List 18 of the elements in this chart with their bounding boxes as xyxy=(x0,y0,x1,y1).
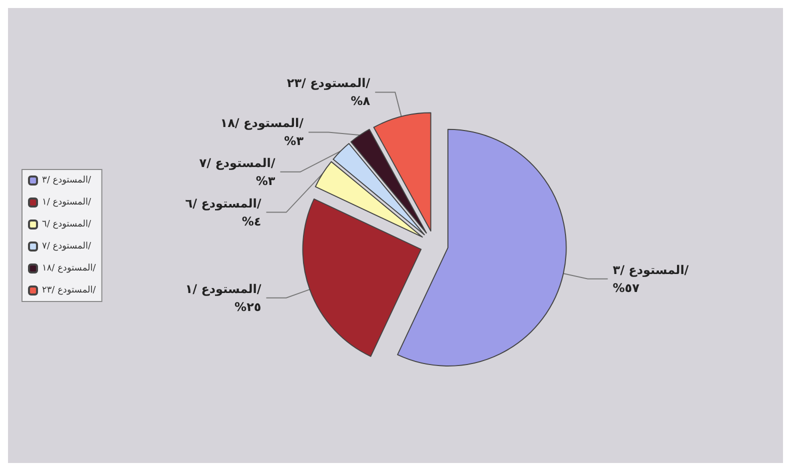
data-label: %٤ xyxy=(242,214,262,228)
legend-label: المستودع /١٨/ xyxy=(42,264,97,274)
slice-label: المستودع /١/ xyxy=(185,282,262,296)
legend-label: المستودع /١/ xyxy=(42,198,92,208)
data-label: %٣ xyxy=(256,174,276,188)
legend-label: المستودع /٢٣/ xyxy=(42,286,97,296)
slice-label: المستودع /٢٣/ xyxy=(286,76,371,90)
slice-label: المستودع /٦/ xyxy=(185,196,262,210)
slice-label: المستودع /١٨/ xyxy=(220,116,304,130)
data-label: %٢٥ xyxy=(234,300,262,314)
legend-label: المستودع /٦/ xyxy=(42,220,92,230)
legend-label: المستودع /٣/ xyxy=(42,176,92,186)
data-label: %٣ xyxy=(284,134,304,148)
slice-label: المستودع /٧/ xyxy=(199,156,276,170)
data-label: %٨ xyxy=(350,94,371,108)
legend-label: المستودع /٧/ xyxy=(42,242,92,252)
data-label: %٥٧ xyxy=(612,280,640,295)
slice-label: المستودع /٣/ xyxy=(612,262,690,277)
